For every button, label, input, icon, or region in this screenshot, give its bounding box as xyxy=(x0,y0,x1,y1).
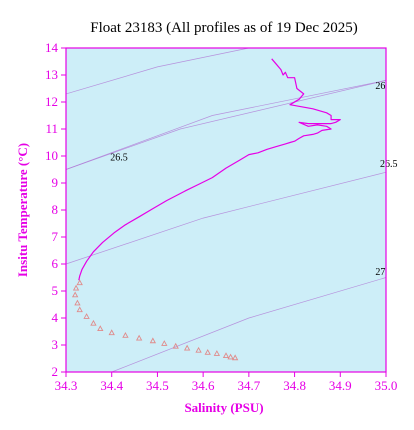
deep-profile-point xyxy=(74,299,81,306)
deep-profile-point xyxy=(161,340,168,346)
deep-profile-point xyxy=(183,344,191,351)
y-tick-label: 7 xyxy=(52,229,59,244)
y-tick-label: 14 xyxy=(45,40,59,55)
y-tick-label: 11 xyxy=(45,121,58,136)
density-contour-label: 26.5 xyxy=(110,152,128,163)
profile-line xyxy=(78,58,341,281)
y-tick-label: 10 xyxy=(45,148,58,163)
density-contour-label: 26.5 xyxy=(380,159,398,170)
density-contours xyxy=(65,47,387,373)
x-tick-label: 34.5 xyxy=(146,378,169,393)
deep-profile-point xyxy=(76,306,83,313)
chart-title: Float 23183 (All profiles as of 19 Dec 2… xyxy=(90,20,357,36)
deep-profile-point xyxy=(222,352,230,359)
x-axis: 34.3 34.4 34.5 34.6 34.7 34.8 34.9 35.0 xyxy=(55,372,398,393)
deep-profile-point xyxy=(195,346,202,353)
deep-profile-point xyxy=(172,342,179,349)
deep-profile-point xyxy=(76,279,83,286)
profile-series xyxy=(71,58,341,361)
x-tick-label: 34.3 xyxy=(55,378,78,393)
deep-profile-point xyxy=(97,325,104,332)
x-tick-label: 34.6 xyxy=(192,378,215,393)
x-tick-label: 34.7 xyxy=(237,378,260,393)
density-contour xyxy=(65,80,387,170)
deep-profile-point xyxy=(122,332,129,338)
y-tick-label: 9 xyxy=(52,175,59,190)
x-axis-label: Salinity (PSU) xyxy=(184,400,263,415)
y-axis-label: Insitu Temperature (°C) xyxy=(15,143,30,277)
y-axis: 2 3 4 5 6 7 8 9 10 11 12 13 14 xyxy=(45,40,66,379)
y-tick-label: 4 xyxy=(52,310,59,325)
deep-profile-point xyxy=(149,337,157,344)
plot-area xyxy=(66,48,386,372)
deep-profile-point xyxy=(108,329,115,336)
y-tick-label: 3 xyxy=(52,337,59,352)
deep-profile-point xyxy=(90,319,97,326)
x-tick-label: 34.4 xyxy=(100,378,123,393)
density-contour xyxy=(111,277,387,373)
y-tick-label: 8 xyxy=(52,202,59,217)
y-tick-label: 2 xyxy=(52,364,59,379)
y-tick-label: 5 xyxy=(52,283,59,298)
density-contour-label: 27 xyxy=(375,267,385,278)
deep-profile-point xyxy=(227,353,234,360)
density-contour-labels: 26 26.5 26.5 27 xyxy=(110,81,397,278)
density-contour xyxy=(65,171,387,265)
deep-profile-point xyxy=(72,284,80,291)
deep-profile-point xyxy=(204,349,211,355)
deep-profile-point xyxy=(231,354,239,361)
density-contour xyxy=(65,80,387,170)
y-tick-label: 13 xyxy=(45,67,58,82)
deep-profile-point xyxy=(71,291,79,298)
density-contour xyxy=(65,47,249,95)
deep-profile-point xyxy=(135,334,143,341)
y-tick-label: 12 xyxy=(45,94,58,109)
x-tick-label: 34.8 xyxy=(283,378,306,393)
y-tick-label: 6 xyxy=(52,256,59,271)
x-tick-label: 34.9 xyxy=(329,378,352,393)
x-tick-label: 35.0 xyxy=(375,378,398,393)
deep-profile-point xyxy=(83,313,90,319)
deep-profile-point xyxy=(213,350,221,356)
density-contour-label: 26 xyxy=(375,81,385,92)
